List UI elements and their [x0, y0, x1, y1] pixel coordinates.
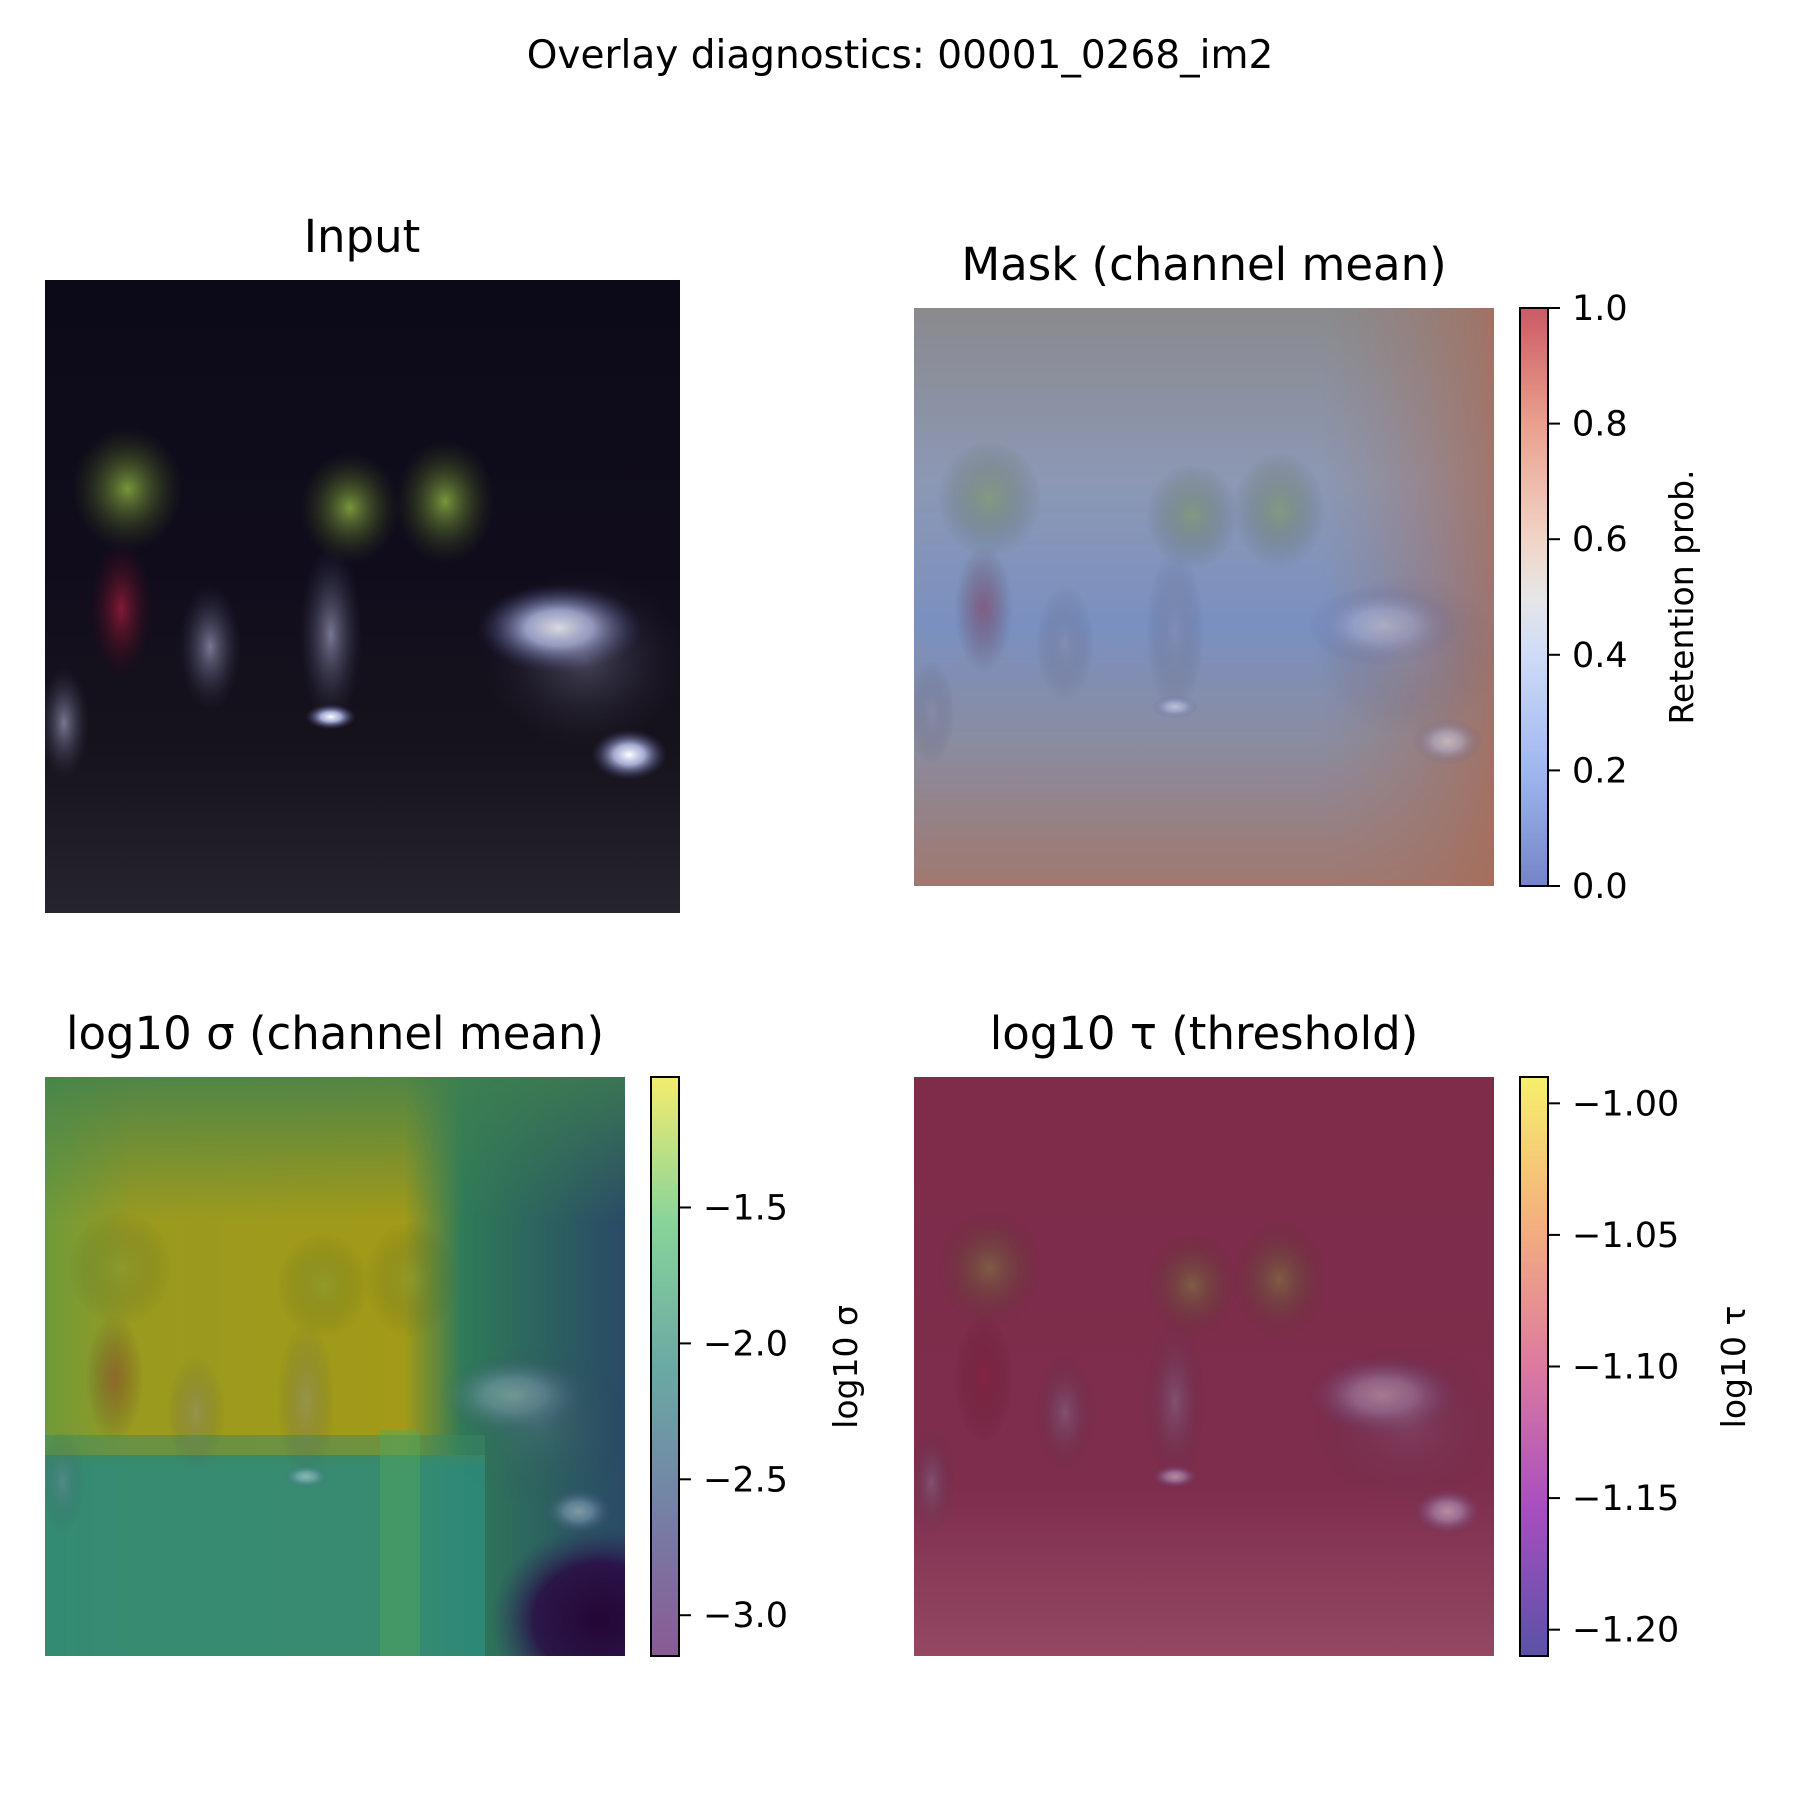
colorbar-tick-label: 0.2 — [1572, 751, 1628, 791]
sigma-heatmap — [45, 1077, 625, 1656]
colorbar-label: log10 τ — [1714, 1306, 1753, 1429]
panel-title-mask: Mask (channel mean) — [961, 238, 1446, 291]
colorbar-tick-label: −1.5 — [703, 1188, 788, 1228]
panel-mask: Mask (channel mean) 0.0 0.2 0.4 0.6 0.8 1.0 R… — [914, 238, 1701, 907]
colorbar-tick-label: −2.5 — [703, 1460, 788, 1500]
input-image — [45, 280, 680, 913]
colorbar-tick-label: 0.8 — [1572, 405, 1628, 445]
colorbar-gradient — [1519, 1076, 1549, 1657]
colorbar-label: log10 σ — [826, 1305, 865, 1429]
mask-heatmap — [914, 308, 1494, 886]
panel-sigma: log10 σ (channel mean) −1.5 −2.0 −2.5 −3.0 … — [45, 1007, 865, 1657]
panel-title-tau: log10 τ (threshold) — [990, 1007, 1419, 1060]
colorbar-gradient — [650, 1076, 680, 1657]
mask-colorbar: 0.0 0.2 0.4 0.6 0.8 1.0 Retention prob. — [1519, 289, 1701, 907]
panel-title-sigma: log10 σ (channel mean) — [66, 1007, 604, 1060]
colorbar-tick-label: −1.05 — [1572, 1216, 1679, 1256]
colorbar-tick-label: 0.0 — [1572, 867, 1628, 907]
colorbar-tick-label: −2.0 — [703, 1324, 788, 1364]
panel-input: Input — [45, 210, 680, 913]
colorbar-tick-label: −1.10 — [1572, 1348, 1679, 1388]
colorbar-tick-label: −1.00 — [1572, 1084, 1679, 1124]
tau-heatmap — [914, 1077, 1494, 1656]
colorbar-tick-label: −3.0 — [703, 1596, 788, 1636]
colorbar-tick-label: −1.20 — [1572, 1611, 1679, 1651]
colorbar-tick-label: 0.6 — [1572, 520, 1628, 560]
figure-suptitle: Overlay diagnostics: 00001_0268_im2 — [527, 33, 1274, 78]
sigma-colorbar: −1.5 −2.0 −2.5 −3.0 log10 σ — [650, 1076, 865, 1657]
colorbar-label: Retention prob. — [1662, 469, 1701, 724]
panel-tau: log10 τ (threshold) −1.00 −1.05 −1.10 −1.15… — [914, 1007, 1753, 1657]
panel-title-input: Input — [304, 210, 421, 263]
tau-colorbar: −1.00 −1.05 −1.10 −1.15 −1.20 log10 τ — [1519, 1076, 1753, 1657]
colorbar-tick-label: 0.4 — [1572, 636, 1628, 676]
colorbar-tick-label: 1.0 — [1572, 289, 1628, 329]
colorbar-gradient — [1519, 307, 1549, 887]
colorbar-tick-label: −1.15 — [1572, 1479, 1679, 1519]
